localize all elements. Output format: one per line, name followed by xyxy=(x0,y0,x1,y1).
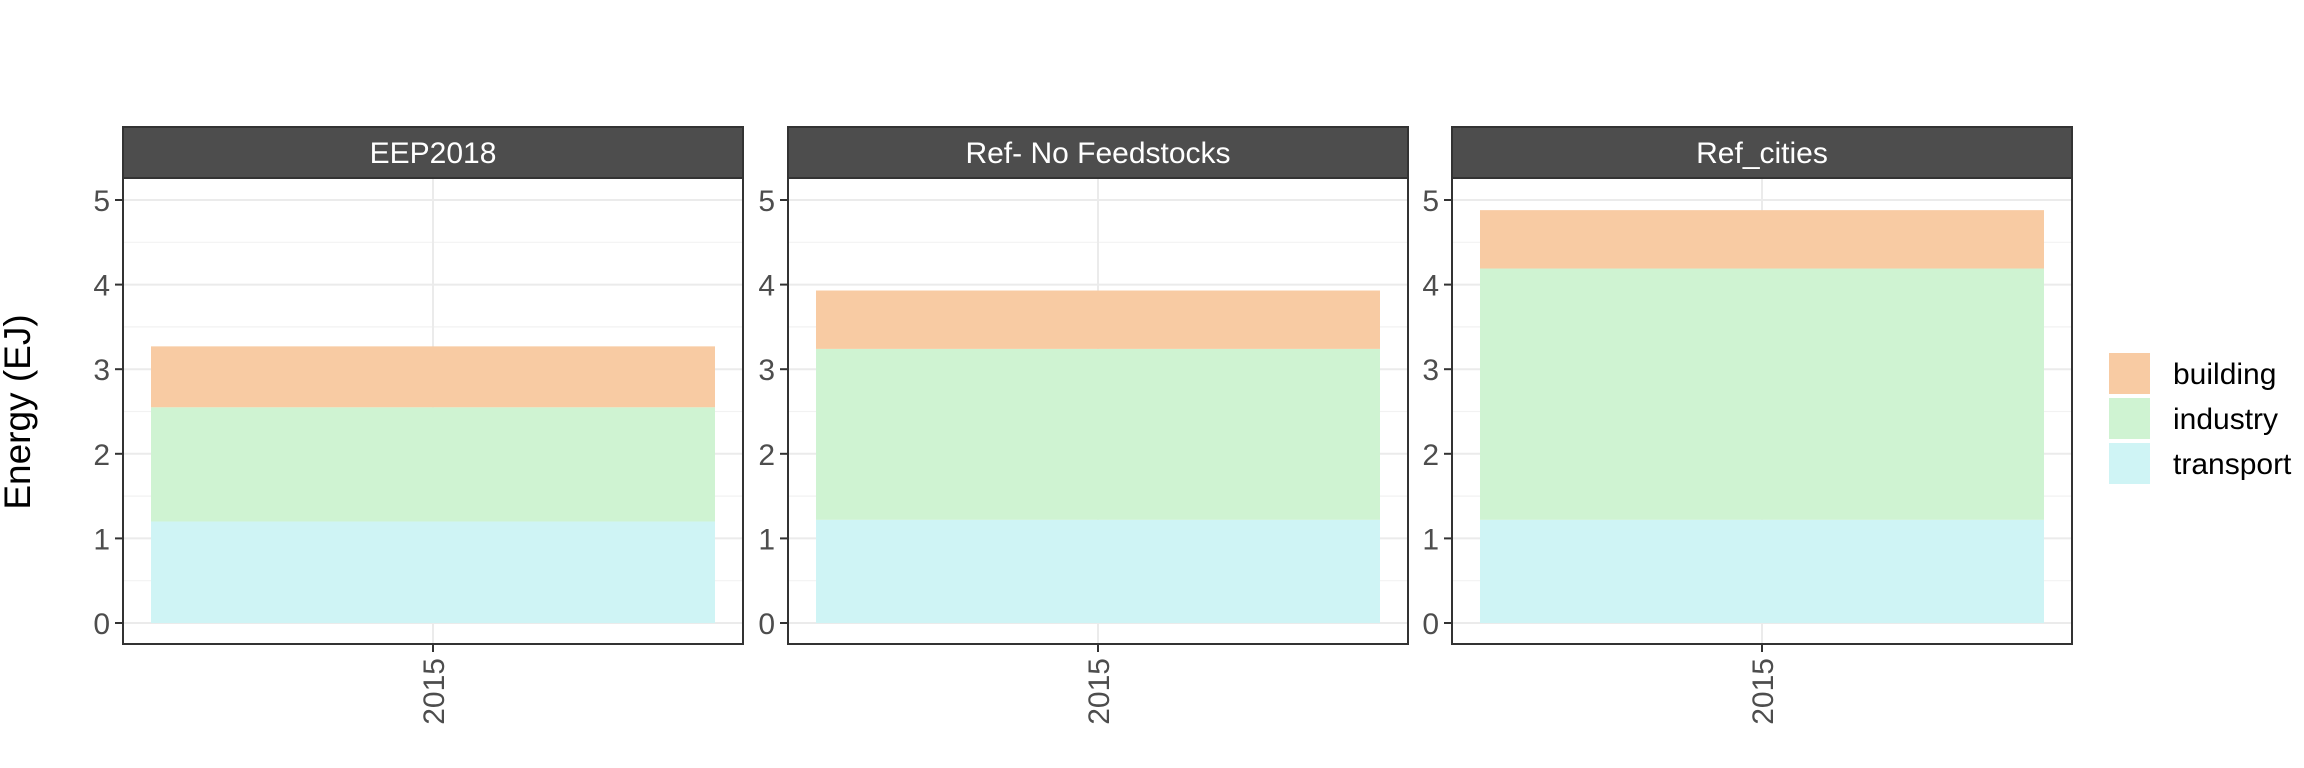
y-tick-label: 1 xyxy=(93,523,110,556)
facet-title: Ref_cities xyxy=(1696,137,1828,170)
y-tick-label: 4 xyxy=(1422,270,1439,303)
bar-segment-building xyxy=(151,346,715,408)
legend-label: industry xyxy=(2173,403,2278,436)
facet-strip xyxy=(787,126,1409,179)
legend-label: building xyxy=(2173,358,2276,391)
facet-title: Ref- No Feedstocks xyxy=(965,137,1230,170)
bar-segment-industry xyxy=(1480,268,2044,520)
bar-segment-building xyxy=(816,290,1380,349)
panel-3: Ref_cities 0 1 2 3 4 5 2015 xyxy=(1422,126,2073,725)
facet-strip xyxy=(1451,126,2073,179)
y-tick-label: 2 xyxy=(93,439,110,472)
y-tick-label: 0 xyxy=(1422,608,1439,641)
y-tick-label: 2 xyxy=(758,439,775,472)
y-tick-label: 4 xyxy=(93,270,110,303)
legend-key-building xyxy=(2109,353,2150,394)
y-tick-label: 5 xyxy=(1422,185,1439,218)
bar-segment-transport xyxy=(816,519,1380,623)
y-tick-label: 1 xyxy=(1422,523,1439,556)
bar-segment-transport xyxy=(151,521,715,623)
bar-segment-industry xyxy=(151,407,715,522)
x-tick-label: 2015 xyxy=(1747,658,1780,725)
panel-1: EEP2018 0 1 2 3 4 5 2015 xyxy=(93,126,744,725)
y-tick-label: 5 xyxy=(758,185,775,218)
legend-label: transport xyxy=(2173,448,2292,481)
bar-segment-industry xyxy=(816,348,1380,520)
y-tick-label: 0 xyxy=(758,608,775,641)
y-tick-label: 3 xyxy=(93,354,110,387)
x-tick-label: 2015 xyxy=(1083,658,1116,725)
panel-2: Ref- No Feedstocks 0 1 2 3 4 5 2015 xyxy=(758,126,1409,725)
legend-item-building: building xyxy=(2109,353,2276,394)
y-tick-label: 3 xyxy=(1422,354,1439,387)
y-tick-label: 0 xyxy=(93,608,110,641)
legend-key-transport xyxy=(2109,443,2150,484)
y-tick-label: 1 xyxy=(758,523,775,556)
bar-segment-building xyxy=(1480,210,2044,269)
legend: building industry transport xyxy=(2109,353,2292,484)
y-tick-label: 4 xyxy=(758,270,775,303)
facet-title: EEP2018 xyxy=(370,137,497,170)
bar-segment-transport xyxy=(1480,519,2044,623)
y-axis-title: Energy (EJ) xyxy=(0,314,38,509)
legend-item-industry: industry xyxy=(2109,398,2278,439)
y-tick-label: 5 xyxy=(93,185,110,218)
facet-strip xyxy=(122,126,744,179)
y-tick-label: 3 xyxy=(758,354,775,387)
legend-item-transport: transport xyxy=(2109,443,2292,484)
y-tick-label: 2 xyxy=(1422,439,1439,472)
legend-key-industry xyxy=(2109,398,2150,439)
x-tick-label: 2015 xyxy=(418,658,451,725)
